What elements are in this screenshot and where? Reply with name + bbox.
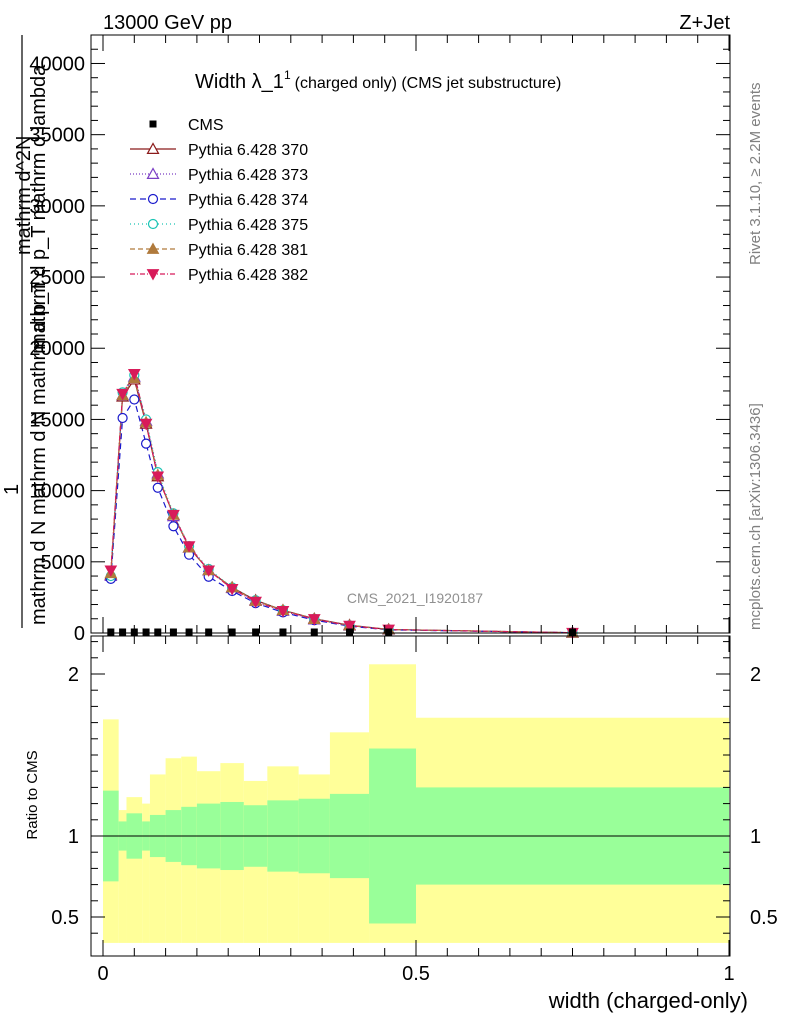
xtick-label: 1 bbox=[723, 963, 734, 985]
legend-label-s374: Pythia 6.428 374 bbox=[188, 192, 308, 209]
legend-marker-cms bbox=[149, 120, 157, 128]
axis-ticks: 0 5000 10000 15000 20000 25000 30000 35000 40000… bbox=[29, 34, 778, 985]
data-point-s382 bbox=[276, 606, 290, 618]
main-ytick-label: 5000 bbox=[41, 552, 86, 574]
data-point-cms bbox=[142, 628, 150, 636]
ratio-panel-frame bbox=[90, 635, 731, 957]
series-line-s381 bbox=[110, 376, 573, 634]
legend-label-s381: Pythia 6.428 381 bbox=[188, 242, 308, 259]
legend-marker-s381 bbox=[146, 242, 160, 254]
data-point-cms bbox=[346, 628, 354, 636]
legend-label-s373: Pythia 6.428 373 bbox=[188, 167, 308, 184]
main-ytick-label: 20000 bbox=[29, 338, 85, 360]
ratio-ylabel: Ratio to CMS bbox=[24, 750, 41, 839]
title-sup: 1 bbox=[284, 68, 291, 82]
data-point-cms bbox=[228, 628, 236, 636]
mcplots-label: mcplots.cern.ch [arXiv:1306.3436] bbox=[747, 403, 764, 630]
data-point-s382 bbox=[249, 596, 262, 609]
main-ytick-label: 25000 bbox=[29, 267, 85, 289]
series-line-s374 bbox=[110, 398, 573, 634]
data-point-s382 bbox=[307, 614, 321, 626]
series-line-s373 bbox=[110, 375, 573, 634]
series-line-s382 bbox=[110, 372, 573, 634]
ylabel-line4: mathrm d p_T mathrm d lambda bbox=[28, 64, 50, 350]
data-point-s382 bbox=[202, 565, 216, 577]
data-point-s382 bbox=[182, 541, 196, 553]
series-line-s375 bbox=[110, 373, 573, 634]
data-point-s374 bbox=[152, 482, 163, 493]
data-point-s382 bbox=[104, 565, 118, 577]
ratio-outer-band bbox=[118, 810, 127, 943]
ratio-ytick-label-right: 0.5 bbox=[750, 907, 778, 929]
xtick-label: 0.5 bbox=[402, 963, 430, 985]
ratio-ytick-label: 2 bbox=[68, 664, 79, 686]
ratio-ytick-label: 1 bbox=[68, 826, 79, 848]
data-point-cms bbox=[154, 628, 162, 636]
title-main: Width λ_1 bbox=[195, 71, 284, 93]
title-sub: (charged only) (CMS jet substructure) bbox=[295, 75, 562, 92]
legend-label-cms: CMS bbox=[188, 117, 224, 134]
data-point-s374 bbox=[129, 394, 140, 405]
main-ytick-label: 10000 bbox=[29, 481, 85, 503]
data-point-s382 bbox=[225, 583, 239, 596]
legend-marker-s382 bbox=[146, 269, 160, 281]
main-ytick-label: 40000 bbox=[29, 53, 85, 75]
data-point-s382 bbox=[151, 471, 165, 483]
legend-marker-s375 bbox=[147, 218, 159, 230]
data-point-s374 bbox=[168, 521, 179, 532]
data-point-cms bbox=[107, 628, 115, 636]
main-ytick-label: 35000 bbox=[29, 125, 85, 147]
ratio-ytick-label: 0.5 bbox=[51, 907, 79, 929]
data-point-s374 bbox=[140, 438, 152, 449]
data-point-cms bbox=[310, 628, 318, 636]
ratio-bands bbox=[91, 664, 730, 943]
ylabel-line3: mathrm d^2N bbox=[13, 136, 35, 255]
ratio-ytick-label-right: 2 bbox=[750, 664, 761, 686]
legend-marker-s370 bbox=[146, 142, 160, 154]
legend-label-s370: Pythia 6.428 370 bbox=[188, 142, 308, 159]
ylabel-line1: 1 bbox=[1, 484, 23, 495]
data-point-s382 bbox=[127, 368, 141, 381]
legend-marker-s374 bbox=[147, 193, 159, 205]
data-point-s382 bbox=[116, 388, 129, 401]
data-point-cms bbox=[279, 628, 287, 636]
data-point-cms bbox=[169, 628, 177, 636]
chart-title: Width λ_11 (charged only) (CMS jet substr… bbox=[195, 68, 561, 93]
header-right: Z+Jet bbox=[679, 12, 730, 34]
legend-marker-s373 bbox=[146, 167, 160, 179]
legend: CMS Pythia 6.428 370 Pythia 6.428 373 Pythi… bbox=[130, 117, 308, 284]
data-point-cms bbox=[185, 628, 193, 636]
legend-label-s382: Pythia 6.428 382 bbox=[188, 267, 308, 284]
ratio-outer-band bbox=[149, 774, 166, 943]
data-point-cms bbox=[252, 628, 260, 636]
ylabel-line2: mathrm d N mathrm d N mathrm d p_T bbox=[28, 280, 50, 625]
data-point-cms bbox=[205, 628, 213, 636]
legend-label-s375: Pythia 6.428 375 bbox=[188, 217, 308, 234]
main-series bbox=[104, 368, 580, 640]
series-line-s370 bbox=[110, 378, 573, 634]
data-point-s382 bbox=[139, 418, 153, 431]
data-point-s382 bbox=[167, 509, 180, 522]
rivet-label: Rivet 3.1.10, ≥ 2.2M events bbox=[747, 83, 764, 266]
data-point-cms bbox=[385, 628, 393, 636]
data-point-s382 bbox=[343, 620, 356, 633]
main-ytick-label: 30000 bbox=[29, 196, 85, 218]
main-ytick-label: 0 bbox=[74, 623, 85, 645]
header-left: 13000 GeV pp bbox=[103, 12, 232, 34]
main-ytick-label: 15000 bbox=[29, 409, 85, 431]
ratio-ytick-label-right: 1 bbox=[750, 826, 761, 848]
watermark: CMS_2021_I1920187 bbox=[347, 590, 483, 606]
xlabel: width (charged-only) bbox=[548, 988, 748, 1013]
data-point-s374 bbox=[117, 412, 128, 424]
xtick-label: 0 bbox=[97, 963, 108, 985]
ratio-outer-band bbox=[142, 803, 150, 943]
data-point-cms bbox=[119, 628, 127, 636]
